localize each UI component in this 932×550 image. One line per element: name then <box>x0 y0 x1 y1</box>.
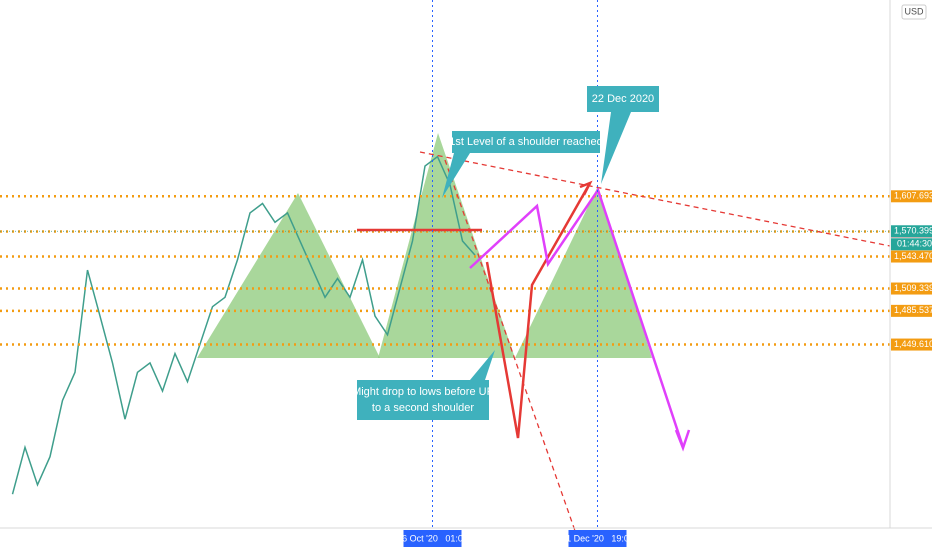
callout <box>587 86 659 184</box>
currency-badge[interactable] <box>901 4 927 20</box>
left-shoulder <box>197 193 380 358</box>
annotation: 1st Level of a shoulder reached <box>449 136 603 148</box>
level-label-box <box>891 250 932 263</box>
level-label-box <box>891 190 932 203</box>
level-label: 1,543.470 <box>894 251 932 261</box>
arrow-head <box>674 429 691 452</box>
crosshair-label-box <box>568 530 627 547</box>
crosshair-label-box <box>403 530 462 547</box>
last-price-box <box>891 225 932 238</box>
magenta-path <box>469 187 685 448</box>
annotation: to a second shoulder <box>372 402 474 414</box>
annotation: Might drop to lows before UP <box>352 386 494 398</box>
trend-line <box>419 151 891 247</box>
crosshair-label: 21 Dec '20 19:00 <box>561 533 634 543</box>
red-path <box>485 182 592 439</box>
level-label: 1,607.693 <box>894 191 932 201</box>
trend-line <box>444 159 581 546</box>
head <box>378 133 515 358</box>
last-price-label: 1,570.399 <box>894 226 932 236</box>
currency: USD <box>904 6 924 16</box>
level-label-box <box>891 282 932 295</box>
annotation: 22 Dec 2020 <box>592 93 654 105</box>
level-label-box <box>891 338 932 351</box>
crosshair-label: 16 Oct '20 01:00 <box>397 533 468 543</box>
callout <box>442 131 600 198</box>
level-label: 1,485.537 <box>894 305 932 315</box>
countdown-box <box>891 238 932 251</box>
callout <box>357 350 495 420</box>
level-label: 1,509.339 <box>894 283 932 293</box>
countdown-label: 01:44:30 <box>897 239 932 249</box>
price-line <box>11 155 476 495</box>
level-label-box <box>891 304 932 317</box>
arrow-head <box>579 180 593 196</box>
level-label: 1,449.610 <box>894 339 932 349</box>
right-shoulder <box>515 186 652 358</box>
